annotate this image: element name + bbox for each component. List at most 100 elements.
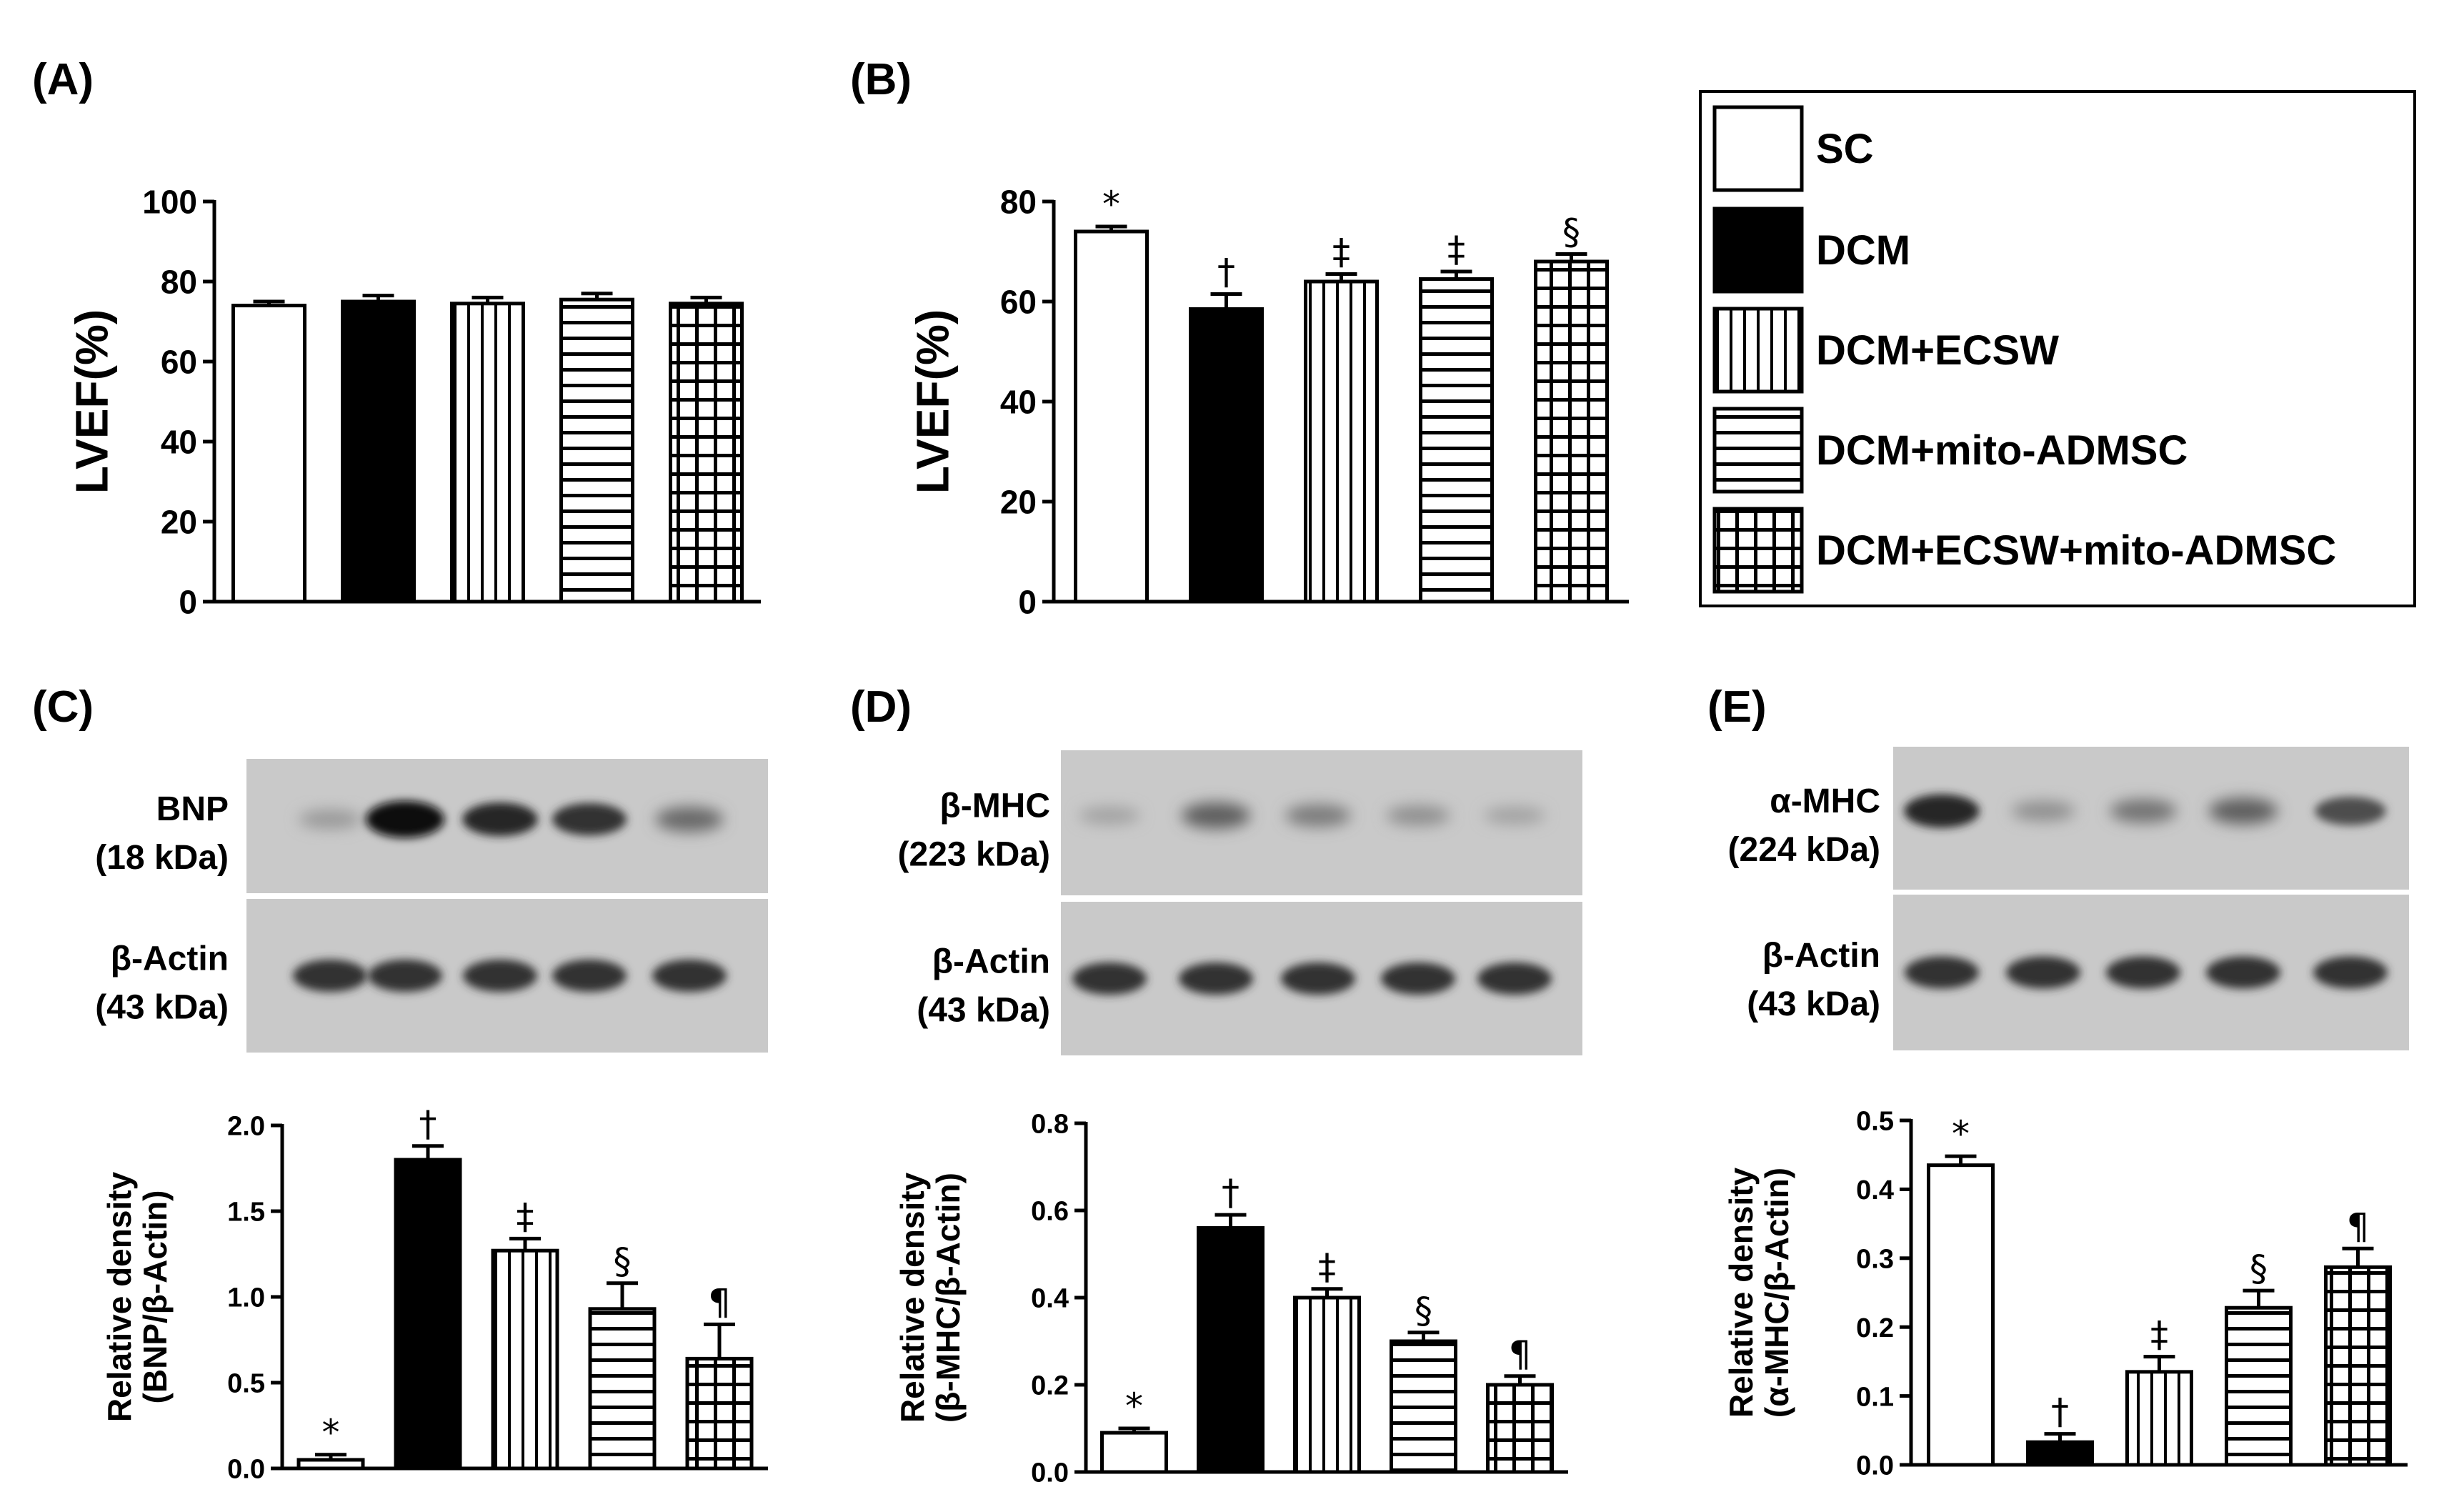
bar-sc — [1927, 1163, 1995, 1467]
y-tick-label: 1.0 — [227, 1283, 265, 1313]
blot-band — [1179, 962, 1253, 995]
y-axis-label: LVEF(%) — [907, 309, 958, 494]
y-axis-label: Relative density(β-MHC/β-Actin) — [894, 1172, 967, 1423]
blot-label-target: BNP (18 kDa) — [95, 790, 229, 877]
blot-band — [1281, 962, 1355, 995]
significance-marker: § — [1415, 1290, 1432, 1331]
y-tick-label: 0.3 — [1856, 1244, 1894, 1274]
bar-dcm-mito-admsc — [2225, 1305, 2293, 1467]
significance-marker: § — [1562, 212, 1580, 253]
blot-band — [1484, 806, 1545, 825]
blot-band — [652, 959, 727, 993]
blot-band — [1181, 802, 1251, 829]
y-tick-label: 0.2 — [1856, 1313, 1894, 1343]
y-tick-label: 100 — [142, 184, 197, 221]
significance-marker: ¶ — [1509, 1333, 1532, 1375]
y-tick-label: 0.8 — [1031, 1110, 1069, 1140]
bar-dcm-ecsw-mito-admsc — [685, 1356, 754, 1471]
bar-dcm — [2026, 1440, 2094, 1467]
y-tick-label: 0.5 — [1856, 1107, 1894, 1137]
blot-band — [655, 807, 724, 832]
significance-marker: ‡ — [1318, 1246, 1336, 1288]
bar-dcm — [394, 1158, 462, 1471]
legend-swatch — [1712, 407, 1804, 494]
y-tick-label: 0 — [179, 584, 197, 621]
bar-sc — [1074, 229, 1149, 604]
chart-lvef-followup: 0 20 40 60 80 LVEF(%) * † ‡ ‡ § — [907, 184, 1629, 621]
blot-band — [1381, 962, 1455, 995]
bar-dcm-mito-admsc — [1390, 1339, 1457, 1474]
legend-frame — [1699, 90, 2416, 607]
significance-marker: † — [1217, 252, 1235, 293]
y-tick-label: 80 — [1000, 184, 1037, 221]
legend-label: DCM+ECSW — [1816, 327, 2059, 374]
blot-band — [2208, 797, 2278, 825]
blot-band — [1905, 956, 1979, 989]
bar-dcm-ecsw-mito-admsc — [1486, 1383, 1554, 1474]
significance-marker: † — [2051, 1391, 2069, 1433]
y-tick-label: 0.6 — [1031, 1197, 1069, 1227]
y-tick-label: 20 — [1000, 484, 1037, 521]
bar-dcm-mito-admsc — [1419, 277, 1494, 604]
blot-band — [1386, 805, 1450, 826]
legend-swatch — [1712, 507, 1804, 594]
y-axis-label: Relative density(BNP/β-Actin) — [101, 1171, 174, 1422]
panel-label-d: (D) — [850, 682, 912, 732]
bar-dcm — [1189, 307, 1264, 604]
y-tick-label: 0.4 — [1856, 1175, 1894, 1205]
significance-marker: ¶ — [708, 1281, 731, 1323]
blot-band — [2011, 800, 2075, 822]
legend-label: SC — [1816, 126, 1874, 172]
y-tick-label: 2.0 — [227, 1112, 265, 1142]
chart-lvef-baseline: 0 20 40 60 80 100 LVEF(%) — [66, 184, 761, 621]
bar-sc — [1100, 1431, 1168, 1474]
significance-marker: * — [1952, 1113, 1970, 1155]
blot-band — [368, 959, 442, 993]
western-blot-e: α-MHC (224 kDa) β-Actin (43 kDa) — [1728, 747, 2409, 1050]
blot-band — [2106, 956, 2180, 989]
y-tick-label: 20 — [161, 504, 197, 541]
y-tick-label: 0.1 — [1856, 1382, 1894, 1412]
western-blot-d: β-MHC (223 kDa) β-Actin (43 kDa) — [898, 750, 1582, 1055]
blot-band — [366, 800, 444, 838]
y-axis-label: Relative density(α-MHC/β-Actin) — [1722, 1167, 1795, 1418]
blot-band — [1072, 962, 1147, 995]
y-tick-label: 0.5 — [227, 1369, 265, 1399]
y-tick-label: 40 — [1000, 384, 1037, 421]
bar-dcm-ecsw-mito-admsc — [669, 302, 744, 604]
significance-marker: § — [614, 1240, 632, 1282]
significance-marker: ‡ — [1447, 229, 1465, 270]
bar-sc — [296, 1458, 365, 1471]
significance-marker: ‡ — [2150, 1314, 2168, 1356]
blot-band — [2006, 956, 2080, 989]
bar-dcm-ecsw — [2125, 1370, 2193, 1467]
blot-band — [2313, 956, 2388, 989]
bar-dcm — [1197, 1225, 1265, 1474]
y-tick-label: 60 — [161, 344, 197, 381]
blot-band — [552, 803, 627, 836]
y-tick-label: 0.4 — [1031, 1284, 1069, 1314]
blot-band — [293, 959, 367, 993]
bar-dcm-ecsw — [450, 302, 525, 604]
bar-dcm-mito-admsc — [588, 1307, 657, 1471]
y-tick-label: 0.0 — [1856, 1451, 1894, 1481]
significance-marker: † — [419, 1103, 437, 1145]
panel-label-c: (C) — [32, 682, 94, 732]
legend-swatch — [1712, 307, 1804, 394]
blot-label-control: β-Actin (43 kDa) — [917, 943, 1050, 1030]
blot-band — [552, 959, 627, 993]
panel-label-b: (B) — [850, 55, 912, 104]
legend-label: DCM+ECSW+mito-ADMSC — [1816, 527, 2336, 574]
blot-band — [462, 802, 538, 837]
y-tick-label: 40 — [161, 424, 197, 461]
western-blot-c: BNP (18 kDa) β-Actin (43 kDa) — [95, 759, 768, 1053]
legend-swatch — [1712, 207, 1804, 294]
blot-band — [2315, 796, 2386, 826]
y-tick-label: 0.2 — [1031, 1371, 1069, 1401]
bar-dcm-ecsw — [491, 1248, 559, 1471]
blot-band — [1477, 962, 1552, 995]
blot-band — [1904, 794, 1980, 828]
blot-label-control: β-Actin (43 kDa) — [1747, 937, 1880, 1023]
bar-dcm-ecsw — [1293, 1295, 1361, 1474]
